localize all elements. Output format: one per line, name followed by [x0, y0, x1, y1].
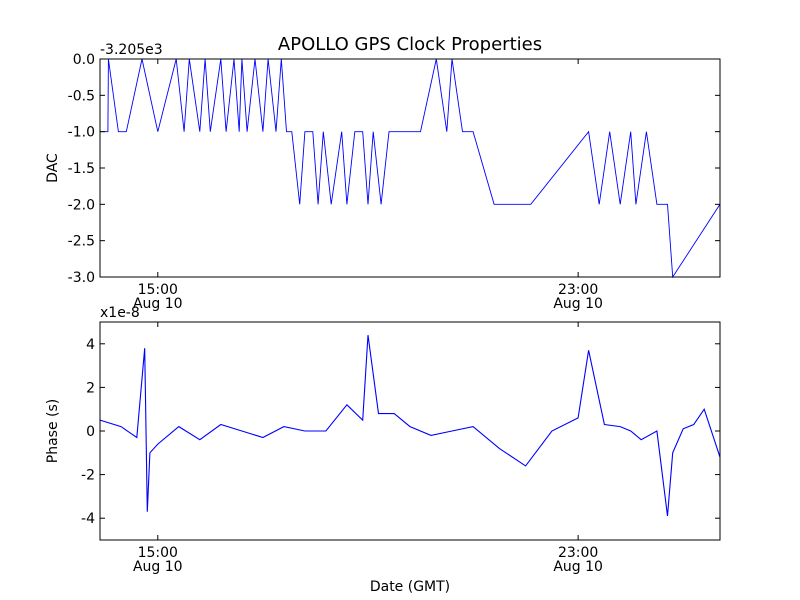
figure-title: APOLLO GPS Clock Properties: [278, 34, 542, 55]
x-tick-label: 23:00 Aug 10: [553, 282, 603, 312]
x-axis-label: Date (GMT): [370, 579, 450, 595]
series-line: [100, 58, 721, 279]
series-line: [99, 335, 721, 517]
x-tick-label: 15:00 Aug 10: [133, 545, 183, 575]
axis-offset-label: -3.205e3: [100, 42, 163, 58]
axis-offset-label: x1e-8: [100, 305, 140, 321]
x-tick-label: 15:00 Aug 10: [133, 282, 183, 312]
y-tick-label: -2.5: [68, 234, 95, 250]
y-tick-label: -1.0: [68, 125, 95, 141]
y-tick-label: -2.0: [68, 197, 95, 213]
y-tick-label: -0.5: [68, 88, 95, 104]
x-tick-label: 23:00 Aug 10: [553, 545, 603, 575]
y-axis-label: Phase (s): [45, 399, 61, 463]
y-axis-label: DAC: [45, 153, 61, 183]
y-tick-label: 0: [86, 424, 95, 440]
y-tick-label: -1.5: [68, 161, 95, 177]
y-tick-label: -2: [81, 468, 95, 484]
y-tick-label: 2: [86, 380, 95, 396]
y-tick-label: -3.0: [68, 270, 95, 286]
y-tick-label: 4: [86, 337, 95, 353]
y-tick-label: -4: [81, 511, 95, 527]
dac-chart: 0.0 -0.5 -1.0 -1.5 -2.0 -2.5 -3.0 15:00 Aug 10 23…: [45, 42, 721, 312]
y-tick-label: 0.0: [73, 52, 95, 68]
